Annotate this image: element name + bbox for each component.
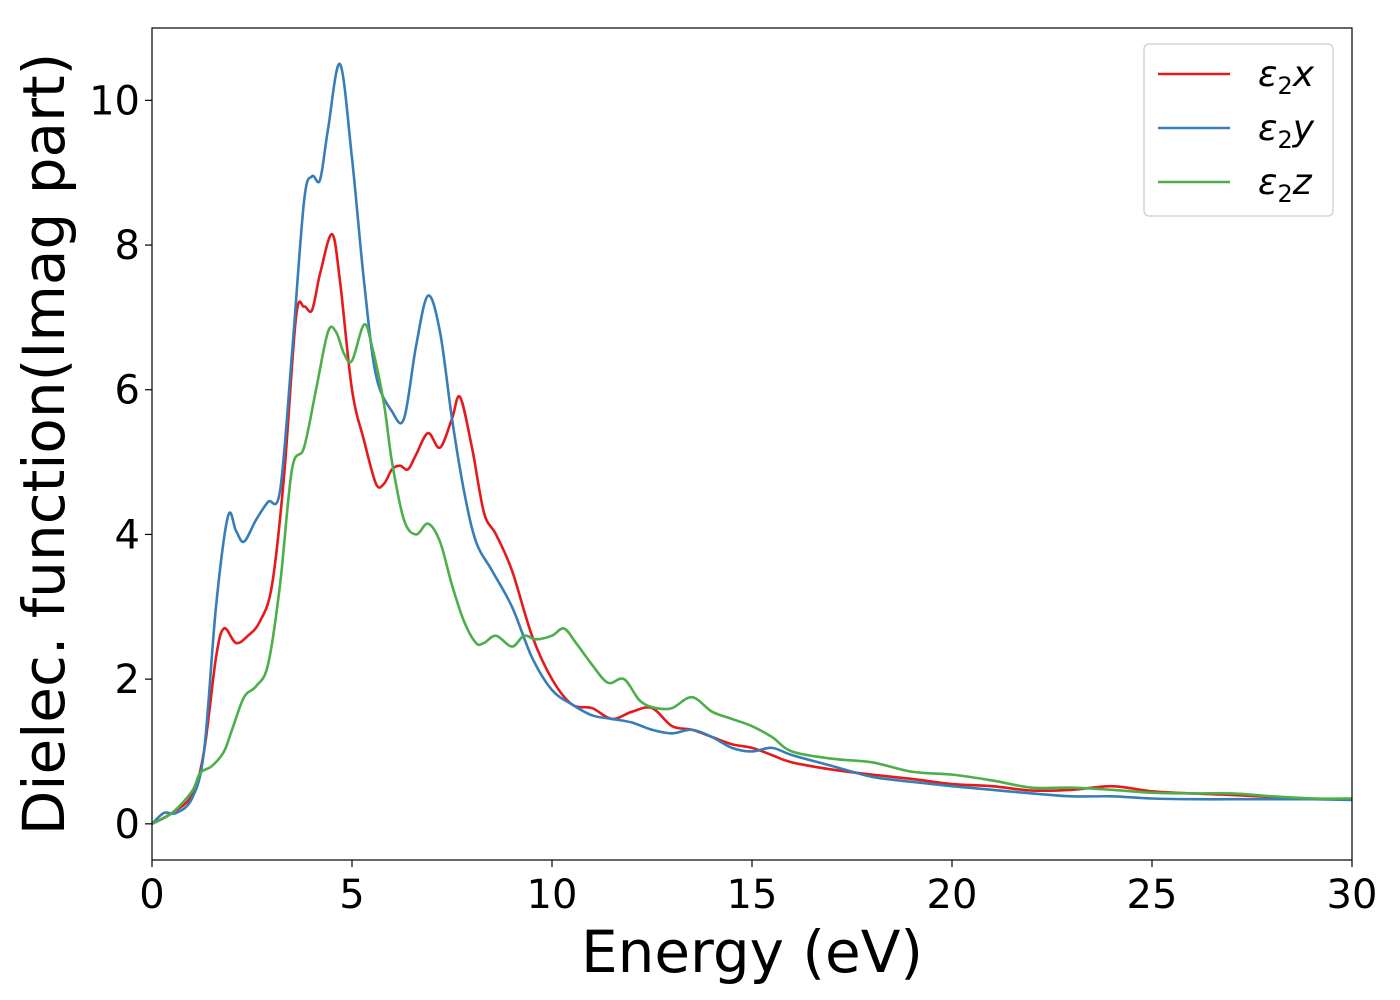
legend-label-x: ε2x	[1258, 54, 1315, 100]
legend-label-z: ε2z	[1258, 162, 1313, 208]
x-tick-label: 0	[139, 872, 164, 918]
y-tick-label: 10	[89, 78, 140, 124]
legend-label-y: ε2y	[1258, 108, 1315, 154]
legend: ε2x ε2y ε2z	[1143, 43, 1334, 217]
y-tick-label: 6	[115, 368, 140, 414]
y-tick-label: 8	[115, 223, 140, 269]
y-tick-label: 0	[115, 802, 140, 848]
x-tick-label: 5	[339, 872, 364, 918]
x-tick-label: 25	[1127, 872, 1178, 918]
x-axis: 0 5 10 15 20 25 30	[139, 860, 1377, 918]
series-layer	[151, 62, 1353, 825]
y-axis: 0 2 4 6 8 10	[89, 78, 152, 848]
x-tick-label: 30	[1327, 872, 1378, 918]
x-axis-title: Energy (eV)	[581, 918, 923, 986]
y-tick-label: 4	[115, 512, 140, 558]
series-line-x	[151, 232, 1353, 825]
series-line-z	[151, 323, 1353, 825]
legend-box	[1143, 43, 1334, 217]
series-line-y	[151, 62, 1353, 825]
y-tick-label: 2	[115, 657, 140, 703]
x-tick-label: 20	[927, 872, 978, 918]
x-tick-label: 10	[527, 872, 578, 918]
x-tick-label: 15	[727, 872, 778, 918]
y-axis-title: Dielec. function(Imag part)	[10, 53, 78, 836]
